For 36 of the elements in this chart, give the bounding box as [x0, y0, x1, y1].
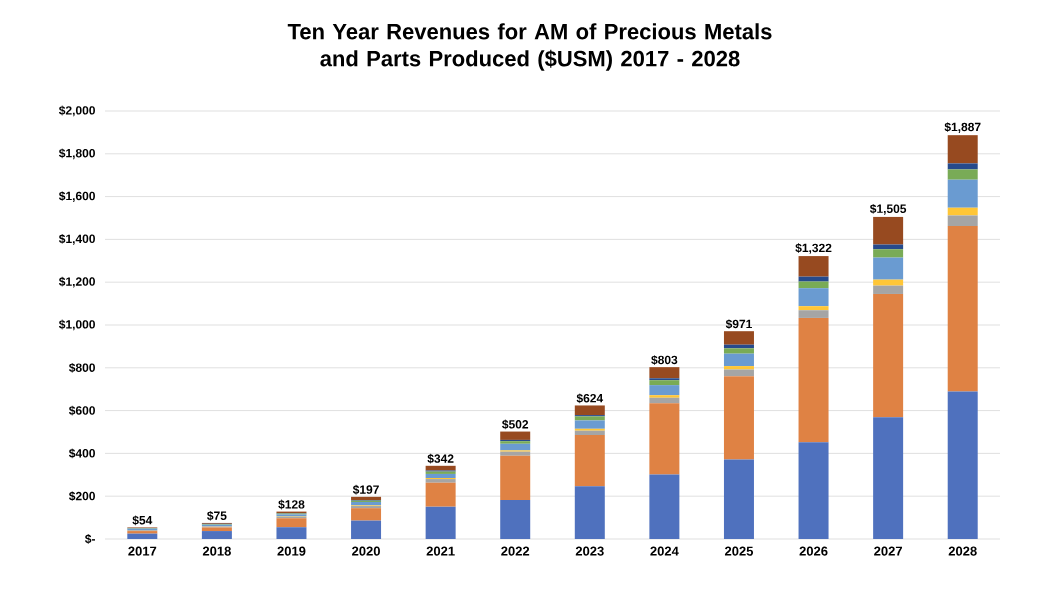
x-tick-label: 2018	[202, 546, 231, 556]
total-label: $1,322	[795, 243, 832, 254]
y-tick-label: $200	[68, 491, 95, 502]
y-tick-label: $400	[68, 448, 95, 459]
y-tick-label: $1,600	[58, 191, 95, 202]
y-tick-label: $2,000	[58, 105, 95, 117]
y-tick-label: $1,000	[58, 319, 95, 331]
total-label: $128	[278, 499, 305, 510]
x-tick-label: 2026	[799, 546, 828, 556]
x-tick-label: 2024	[650, 546, 679, 556]
total-label: $803	[651, 355, 678, 365]
y-tick-label: $1,800	[58, 148, 95, 160]
total-label: $624	[576, 393, 604, 404]
total-label: $1,505	[869, 203, 907, 215]
x-tick-label: 2022	[501, 546, 530, 556]
total-label: $54	[132, 515, 153, 526]
y-tick-label: $800	[68, 362, 95, 373]
x-tick-label: 2020	[352, 546, 380, 556]
x-tick-label: 2023	[575, 546, 604, 556]
x-tick-label: 2019	[277, 546, 306, 556]
x-tick-label: 2021	[426, 546, 455, 556]
total-label: $197	[352, 484, 379, 495]
y-tick-label: $600	[68, 405, 95, 416]
y-tick-label: $-	[84, 534, 95, 544]
x-tick-label: 2017	[128, 546, 157, 556]
total-label: $502	[502, 419, 529, 430]
x-tick-label: 2027	[874, 546, 903, 556]
total-label: $75	[207, 510, 227, 521]
chart-title: Ten Year Revenues for AM of Precious Metals and Parts Produced ($USM) 2017 - 2028	[287, 23, 772, 71]
total-label: $971	[725, 319, 752, 329]
total-label: $342	[427, 453, 454, 464]
x-tick-label: 2028	[948, 546, 977, 556]
y-tick-label: $1,400	[58, 234, 95, 245]
x-tick-label: 2025	[724, 546, 754, 556]
y-tick-label: $1,200	[58, 276, 95, 288]
total-label: $1,887	[944, 122, 981, 133]
